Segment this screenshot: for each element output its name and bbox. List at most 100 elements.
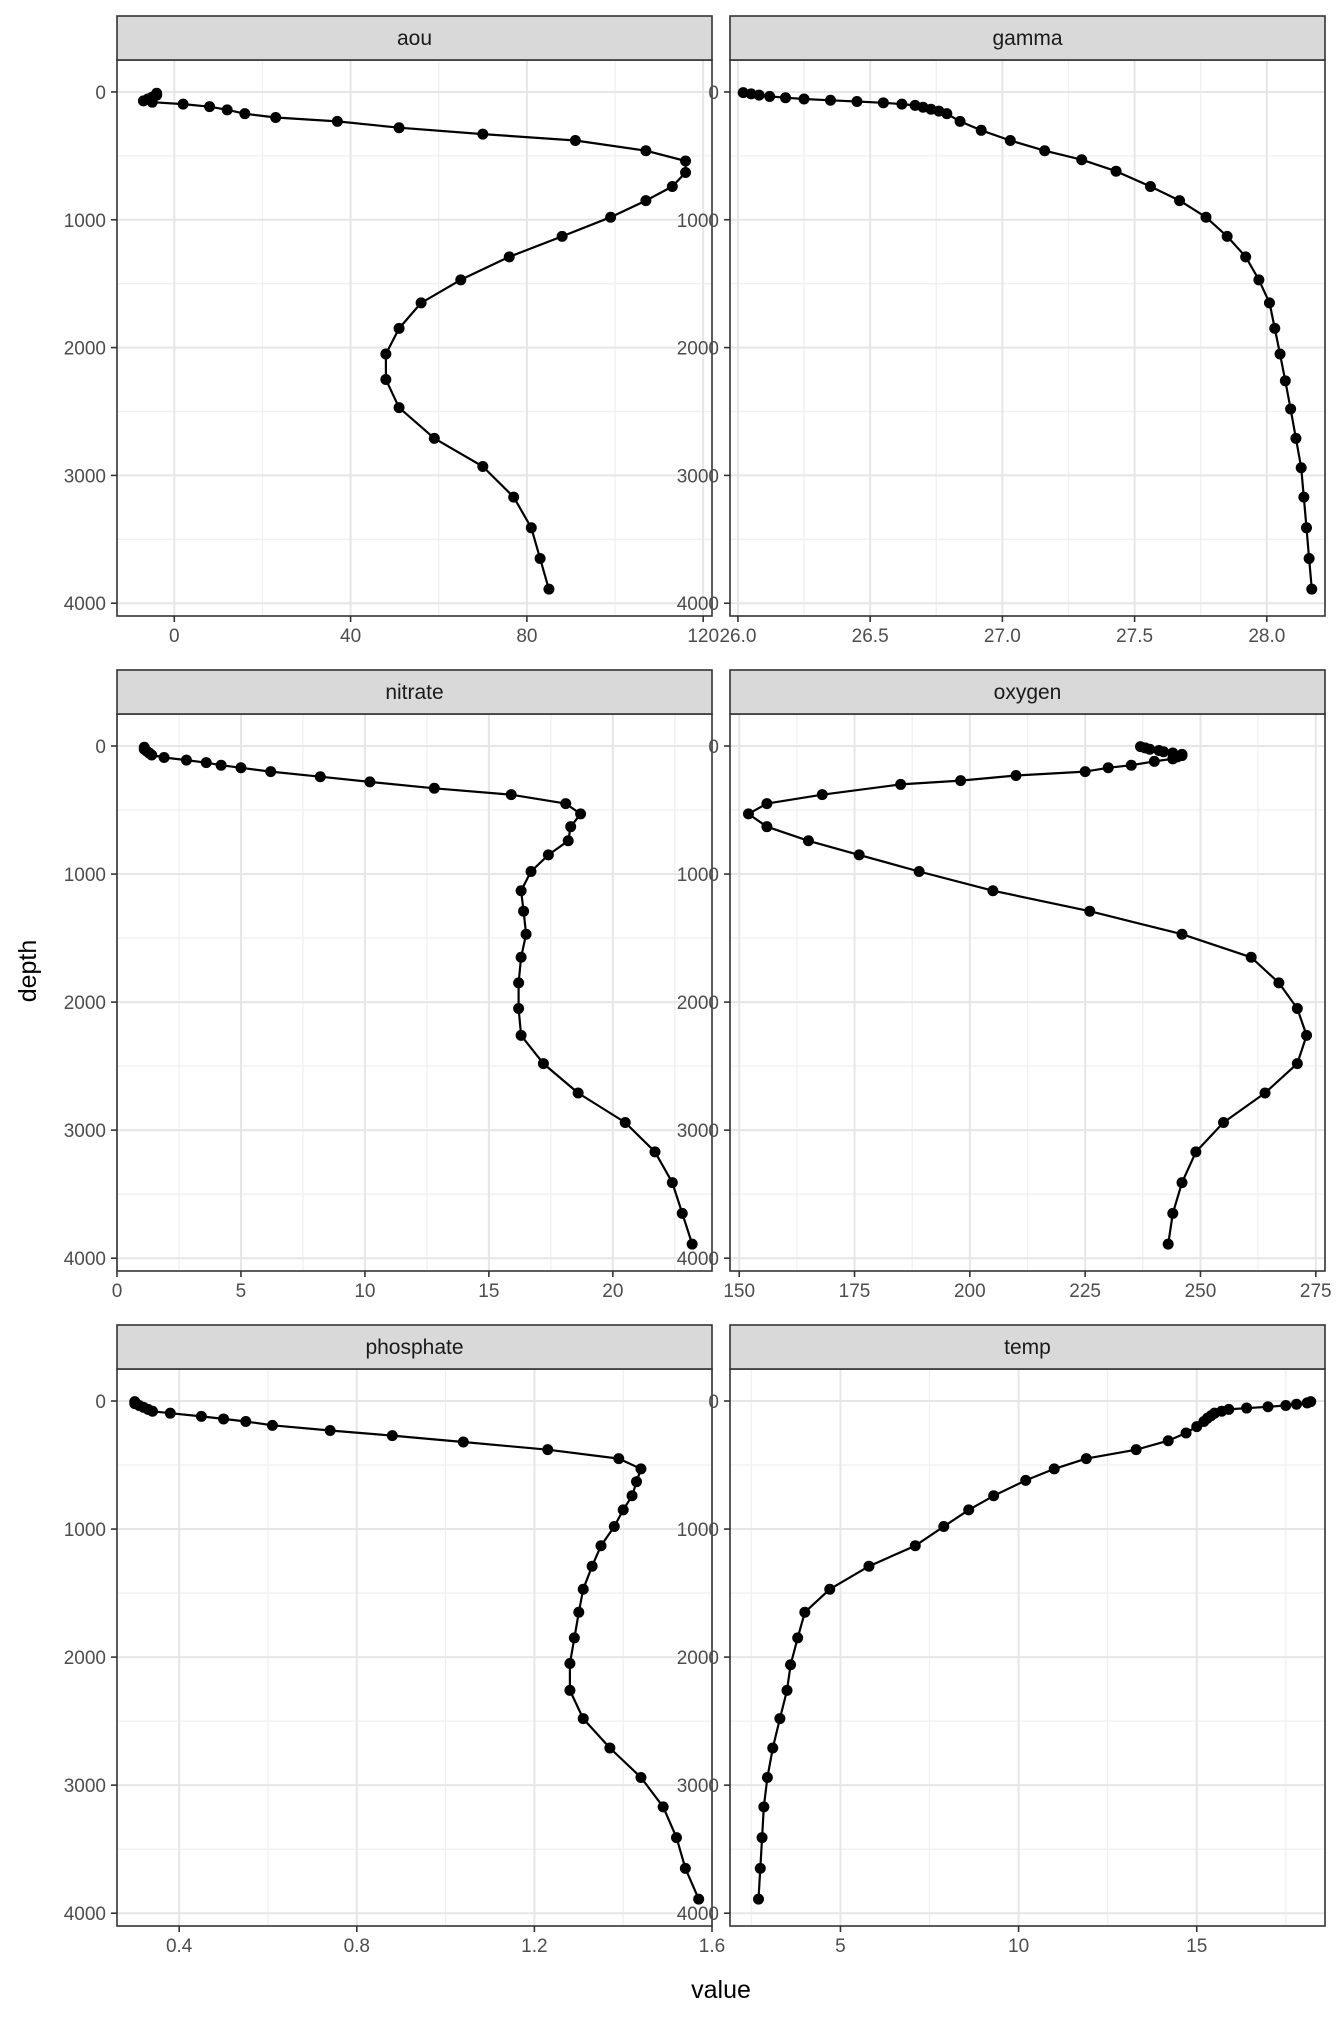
data-point — [686, 1238, 698, 1250]
data-point — [1291, 1058, 1303, 1070]
data-point — [1290, 432, 1302, 444]
data-point — [761, 1771, 773, 1783]
data-point — [1148, 755, 1160, 767]
data-point — [380, 348, 392, 360]
panel-background — [117, 714, 712, 1271]
data-point — [1080, 1453, 1092, 1465]
x-tick-label: 5 — [835, 1936, 846, 1957]
data-point — [415, 297, 427, 309]
data-point — [515, 885, 527, 897]
data-point — [764, 90, 776, 102]
facet-oxygen: oxygen 150 175 200 225 250 275 0 1000 2000 3000 400… — [677, 669, 1332, 1302]
data-point — [1010, 769, 1022, 781]
data-point — [792, 1632, 804, 1644]
data-point — [556, 230, 568, 242]
x-tick-label: 175 — [839, 1281, 871, 1302]
x-tick-label: 10 — [1008, 1936, 1029, 1957]
data-point — [1298, 491, 1310, 503]
data-point — [640, 145, 652, 157]
x-tick-label: 0 — [112, 1281, 123, 1302]
y-tick-label: 3000 — [64, 1121, 106, 1142]
x-tick-label: 1.6 — [699, 1936, 725, 1957]
facet-strip — [729, 669, 1326, 715]
x-tick-label: 275 — [1300, 1281, 1332, 1302]
data-point — [1269, 322, 1281, 334]
data-point — [1176, 928, 1188, 940]
data-point — [761, 798, 773, 810]
x-tick-label: 120 — [687, 626, 719, 647]
data-point — [146, 96, 158, 108]
data-point — [1180, 1427, 1192, 1439]
y-tick-label: 2000 — [64, 339, 106, 360]
facet-aou: aou 0 40 80 120 0 1000 2000 3000 4000 — [64, 15, 719, 647]
panel-background — [117, 60, 712, 616]
data-point — [534, 552, 546, 564]
data-point — [270, 112, 282, 124]
data-point — [798, 93, 810, 105]
facet-strip-label: phosphate — [365, 1336, 463, 1359]
data-point — [513, 1003, 525, 1015]
data-point — [324, 1424, 336, 1436]
data-point — [562, 835, 574, 847]
panel-background — [730, 1369, 1325, 1926]
data-point — [158, 752, 170, 764]
data-point — [525, 865, 537, 877]
facet-strip — [116, 15, 713, 61]
x-tick-label: 10 — [354, 1281, 375, 1302]
data-point — [753, 89, 765, 101]
data-point — [816, 789, 828, 801]
facet-strip-label: temp — [1004, 1336, 1051, 1359]
data-point — [543, 583, 555, 595]
y-tick-label: 4000 — [64, 1904, 106, 1925]
data-point — [1300, 522, 1312, 534]
data-point — [975, 124, 987, 136]
data-point — [895, 778, 907, 790]
y-tick-label: 1000 — [64, 865, 106, 886]
data-point — [266, 1419, 278, 1431]
data-point — [1279, 375, 1291, 387]
data-point — [635, 1463, 647, 1475]
facet-strip — [116, 669, 713, 715]
y-tick-label: 3000 — [64, 466, 106, 487]
data-point — [780, 92, 792, 104]
x-tick-label: 27.0 — [984, 626, 1021, 647]
data-point — [1262, 1401, 1274, 1413]
data-point — [477, 128, 489, 140]
data-point — [851, 96, 863, 108]
x-tick-label: 28.0 — [1248, 626, 1285, 647]
data-point — [1221, 230, 1233, 242]
data-point — [164, 1407, 176, 1419]
data-point — [204, 101, 216, 113]
y-tick-label: 2000 — [677, 1648, 719, 1669]
data-point — [963, 1504, 975, 1516]
x-tick-label: 150 — [723, 1281, 755, 1302]
data-point — [1158, 746, 1170, 758]
y-tick-label: 0 — [708, 1392, 719, 1413]
data-point — [568, 1632, 580, 1644]
x-tick-label: 20 — [602, 1281, 623, 1302]
data-point — [457, 1436, 469, 1448]
y-tick-label: 2000 — [64, 1648, 106, 1669]
data-point — [380, 374, 392, 386]
x-tick-label: 0.4 — [166, 1936, 193, 1957]
data-point — [604, 1742, 616, 1754]
data-point — [774, 1713, 786, 1725]
x-axis-title: value — [691, 1976, 751, 2004]
data-point — [331, 115, 343, 127]
data-point — [508, 491, 520, 503]
data-point — [617, 1504, 629, 1516]
data-point — [200, 757, 212, 769]
data-point — [1162, 1238, 1174, 1250]
data-point — [1048, 1463, 1060, 1475]
data-point — [1162, 1435, 1174, 1447]
data-point — [913, 865, 925, 877]
data-point — [564, 1684, 576, 1696]
data-point — [676, 1207, 688, 1219]
y-tick-label: 1000 — [64, 211, 106, 232]
data-point — [515, 1029, 527, 1041]
data-point — [537, 1058, 549, 1070]
data-point — [520, 928, 532, 940]
y-tick-label: 1000 — [677, 865, 719, 886]
data-point — [265, 766, 277, 778]
data-point — [1167, 753, 1179, 765]
